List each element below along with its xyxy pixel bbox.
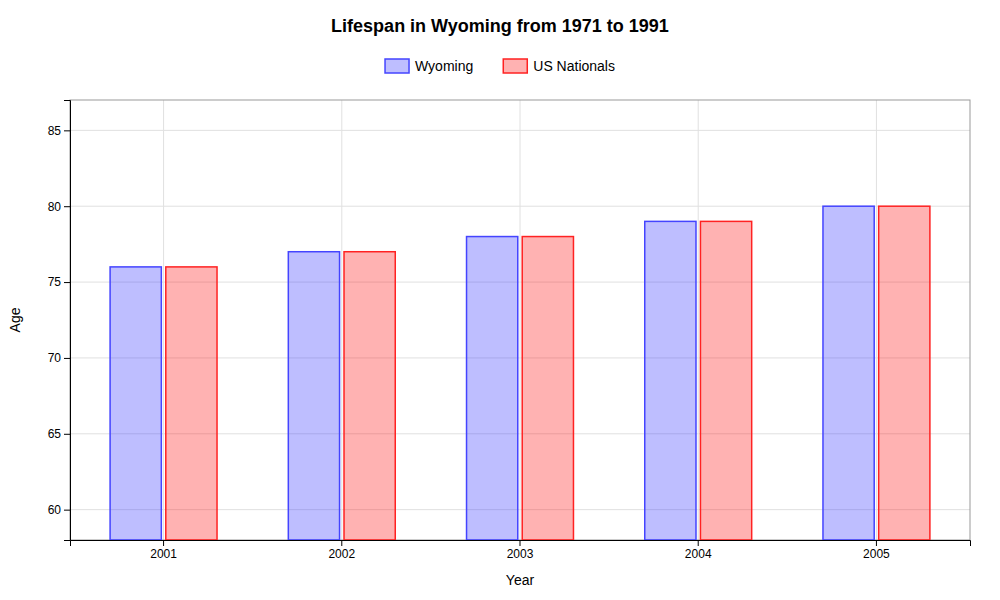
y-tick: 75	[48, 275, 70, 289]
y-tick: 80	[48, 200, 70, 214]
bars	[110, 206, 930, 540]
bar	[879, 206, 930, 540]
bar	[467, 237, 518, 540]
chart-container: 2001 2002 2003 2004 2005 60 65 70 75 80 85 Year Age L…	[0, 0, 1000, 600]
legend-label: Wyoming	[415, 58, 473, 74]
grid	[70, 100, 970, 540]
x-tick-mark	[341, 540, 342, 546]
x-tick-label: 2004	[685, 547, 712, 561]
legend-item: US Nationals	[503, 58, 615, 74]
x-axis: 2001 2002 2003 2004 2005	[71, 540, 971, 561]
legend-item: Wyoming	[385, 58, 473, 74]
y-tick-label: 80	[48, 200, 62, 214]
y-tick-label: 65	[48, 427, 62, 441]
y-tick-mark	[64, 510, 70, 511]
bar	[700, 221, 751, 540]
x-tick-label: 2003	[507, 547, 534, 561]
y-tick-label: 75	[48, 275, 62, 289]
y-tick-mark	[64, 206, 70, 207]
chart-svg: 2001 2002 2003 2004 2005 60 65 70 75 80 85 Year Age L…	[0, 0, 1000, 600]
chart-title: Lifespan in Wyoming from 1971 to 1991	[331, 16, 669, 36]
y-tick-mark	[64, 358, 70, 359]
bar-series	[110, 206, 874, 540]
bar	[522, 237, 573, 540]
legend: Wyoming US Nationals	[385, 58, 615, 74]
x-grid-line	[876, 100, 877, 540]
x-tick-mark	[698, 540, 699, 546]
x-axis-line	[71, 541, 971, 547]
y-tick-mark	[64, 282, 70, 283]
x-grid-line	[520, 100, 521, 540]
x-tick-label: 2001	[150, 547, 177, 561]
legend-label: US Nationals	[533, 58, 615, 74]
bar	[110, 267, 161, 540]
x-tick: 2004	[685, 540, 712, 561]
x-tick-mark	[163, 540, 164, 546]
bar-series	[166, 206, 930, 540]
x-tick: 2005	[863, 540, 890, 561]
plot-area: 2001 2002 2003 2004 2005 60 65 70 75 80 85	[48, 100, 971, 561]
y-axis-line	[64, 101, 71, 541]
y-axis: 60 65 70 75 80 85	[48, 101, 71, 541]
legend-swatch	[503, 59, 527, 73]
legend-swatch	[385, 59, 409, 73]
x-tick-mark	[876, 540, 877, 546]
bar	[288, 252, 339, 540]
bar	[166, 267, 217, 540]
y-tick: 65	[48, 427, 70, 441]
y-tick: 85	[48, 124, 70, 138]
x-grid-line	[163, 100, 164, 540]
y-axis-title: Age	[7, 307, 23, 332]
y-tick: 70	[48, 351, 70, 365]
x-tick-label: 2005	[863, 547, 890, 561]
bar	[344, 252, 395, 540]
bar	[823, 206, 874, 540]
y-tick-mark	[64, 434, 70, 435]
y-tick-label: 85	[48, 124, 62, 138]
y-tick-mark	[64, 130, 70, 131]
x-tick: 2003	[507, 540, 534, 561]
x-grid-line	[341, 100, 342, 540]
plot-frame	[70, 100, 970, 540]
y-tick-label: 60	[48, 503, 62, 517]
x-axis-title: Year	[506, 572, 535, 588]
x-tick-label: 2002	[328, 547, 355, 561]
x-tick: 2001	[150, 540, 177, 561]
x-grid-line	[698, 100, 699, 540]
x-tick: 2002	[328, 540, 355, 561]
x-tick-mark	[520, 540, 521, 546]
bar	[645, 221, 696, 540]
y-tick-label: 70	[48, 351, 62, 365]
y-tick: 60	[48, 503, 70, 517]
